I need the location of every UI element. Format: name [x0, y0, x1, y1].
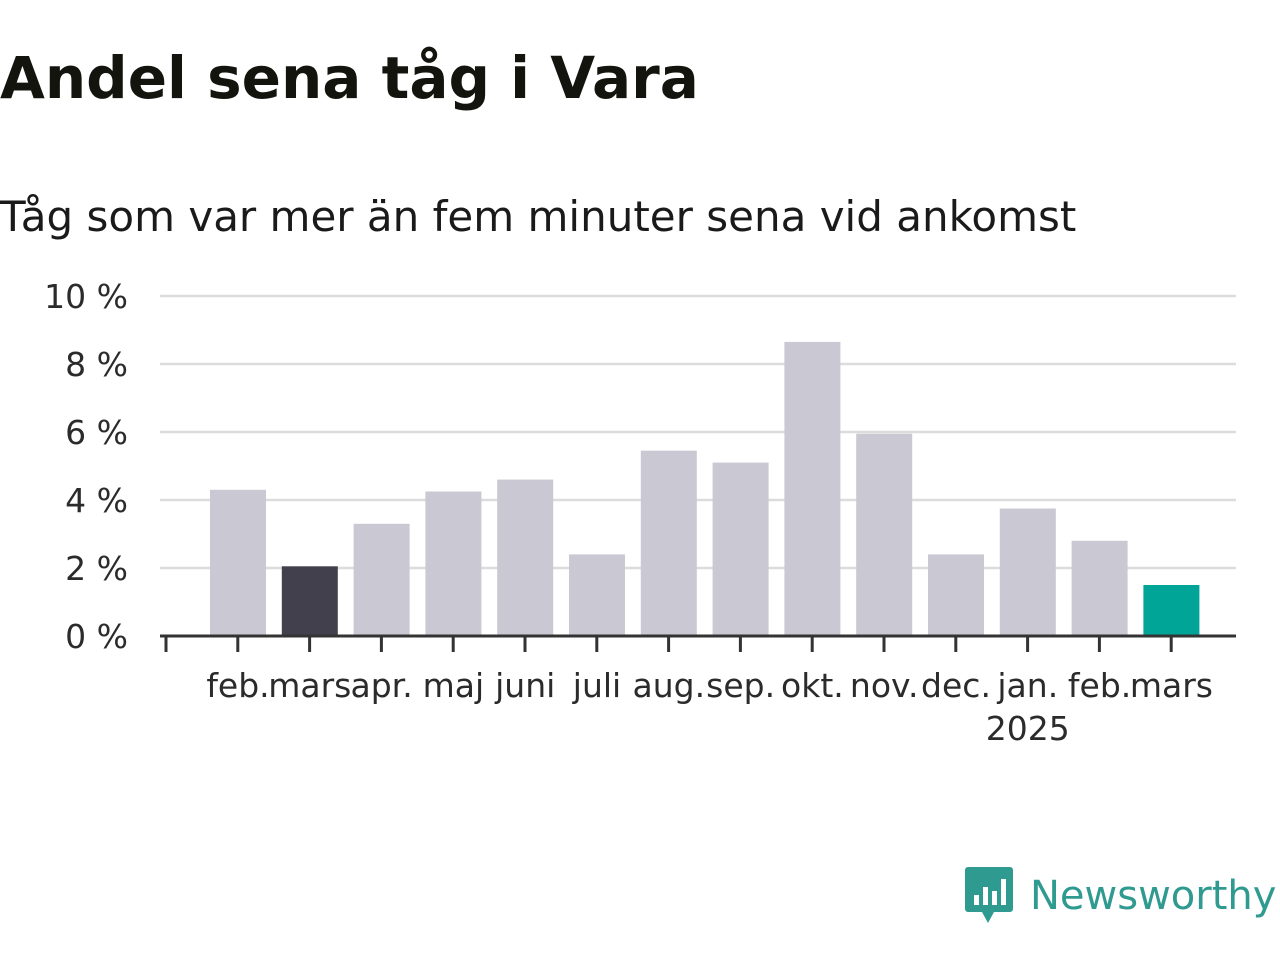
x-tick-label: aug.: [633, 666, 706, 705]
y-grid: [160, 294, 1236, 570]
bar: [856, 433, 913, 636]
x-tick-label: okt.: [781, 666, 844, 705]
x-tick-label: juli: [572, 666, 621, 705]
x-tick-label: mars: [1130, 666, 1213, 705]
bar: [353, 523, 410, 636]
x-tick-label: nov.: [850, 666, 919, 705]
bar: [640, 450, 697, 636]
bar: [497, 479, 554, 636]
x-tick-label: mars: [268, 666, 351, 705]
y-axis-ticks: 0 % 2 % 4 % 6 % 8 % 10 %: [44, 277, 128, 656]
y-tick-label: 4 %: [65, 481, 128, 520]
x-tick-label: apr.: [350, 666, 412, 705]
bar: [569, 554, 625, 636]
chart-subtitle: Tåg som var mer än fem minuter sena vid …: [0, 192, 1077, 241]
x-year-label: 2025: [986, 709, 1070, 748]
x-axis-ticks: feb.mars apr. maj juni juli aug. sep. okt. nov. d…: [164, 636, 1213, 705]
y-tick-label: 10 %: [44, 277, 128, 316]
brand-logo: Newsworthy: [964, 864, 1276, 928]
bar: [425, 491, 482, 636]
bar: [784, 341, 841, 636]
x-tick-label: feb.: [206, 666, 269, 705]
bar: [999, 508, 1056, 636]
x-tick-label: sep.: [706, 666, 775, 705]
bar: [281, 566, 338, 636]
bar: [1071, 540, 1128, 636]
bar: [928, 554, 984, 636]
y-tick-label: 6 %: [65, 413, 128, 452]
y-tick-label: 8 %: [65, 345, 128, 384]
x-tick-label: jan.: [996, 666, 1058, 705]
x-tick-label: juni: [494, 666, 555, 705]
bars: [210, 341, 1200, 636]
bar: [712, 462, 769, 636]
x-tick-label: dec.: [921, 666, 991, 705]
newsworthy-logo-icon: [965, 867, 1013, 923]
bar: [1143, 585, 1200, 636]
x-tick-label: maj: [423, 666, 485, 705]
y-tick-label: 0 %: [65, 617, 128, 656]
bar: [210, 489, 266, 636]
x-tick-label: feb.: [1068, 666, 1131, 705]
chart-title: Andel sena tåg i Vara: [0, 44, 699, 112]
y-tick-label: 2 %: [65, 549, 128, 588]
brand-name: Newsworthy: [1030, 873, 1277, 919]
